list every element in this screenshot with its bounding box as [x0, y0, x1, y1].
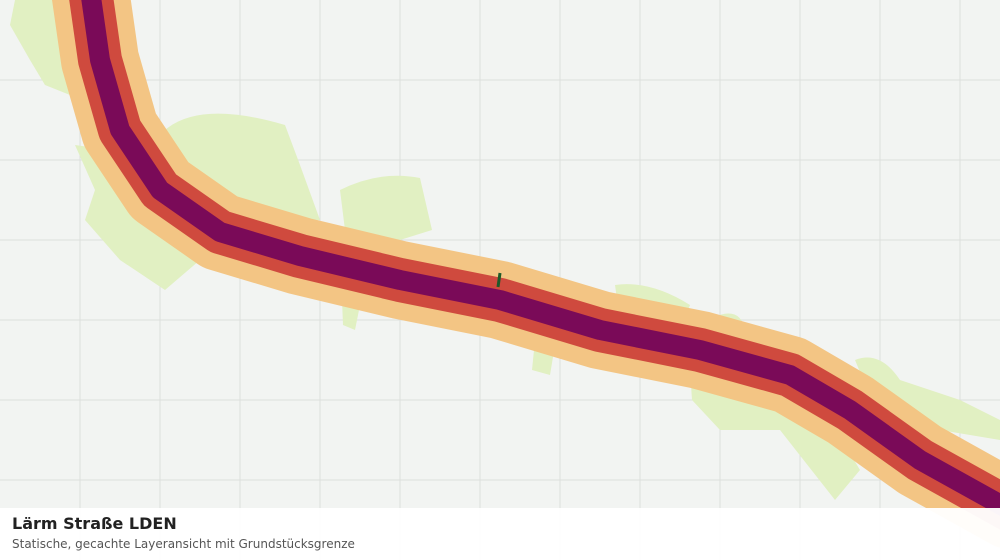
layer-subtitle: Statische, gecachte Layeransicht mit Gru… — [12, 537, 355, 551]
noise-bands — [52, 0, 1000, 548]
layer-caption: Lärm Straße LDEN Statische, gecachte Lay… — [0, 508, 1000, 560]
property-marker — [496, 272, 502, 288]
layer-title: Lärm Straße LDEN — [12, 514, 177, 533]
